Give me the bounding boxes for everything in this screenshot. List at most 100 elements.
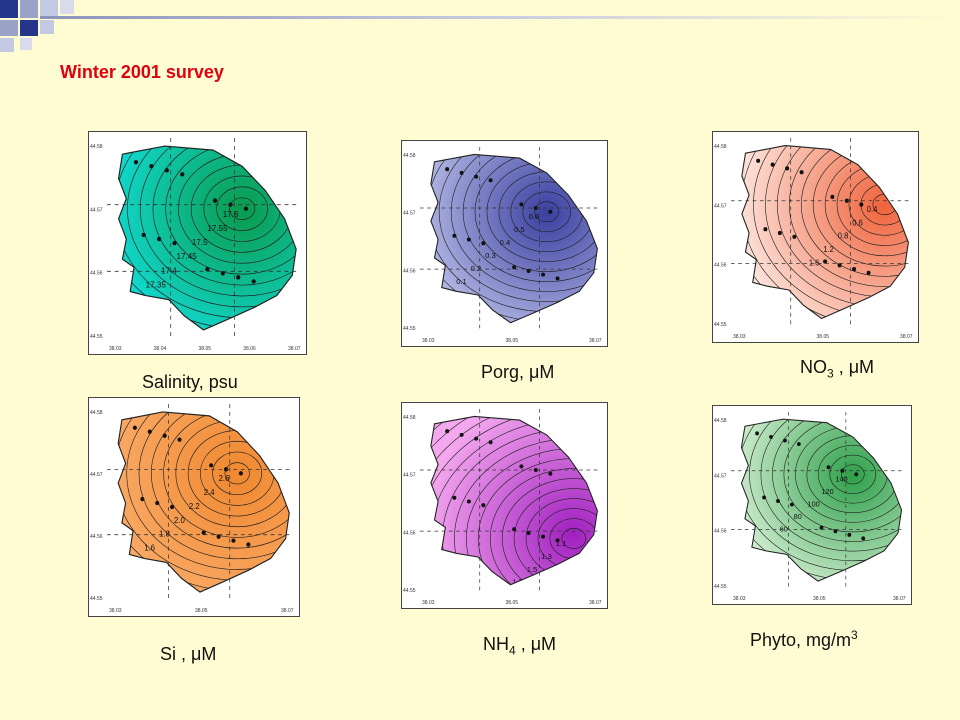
no3-map: 0.4 0.6 0.8 1.2 1.6 44.58 44.57 44.56 44.55 38.03… — [712, 131, 919, 343]
no3-contour-svg: 0.4 0.60.8 1.21.6 44.58 44.57 44.56 44.55 38.03… — [714, 138, 913, 340]
deco-square — [0, 38, 14, 52]
station-dot — [201, 530, 206, 535]
y-tick-label: 44.58 — [714, 418, 727, 424]
isoline-label: 17.3 — [130, 293, 146, 303]
y-tick-label: 44.57 — [403, 473, 416, 479]
station-dot — [783, 438, 787, 443]
station-dot — [755, 431, 760, 436]
station-dot — [452, 495, 457, 500]
station-dot — [164, 168, 169, 173]
isoline-label: 0.8 — [838, 232, 849, 241]
station-dot — [819, 525, 824, 530]
nh4-map: 1.1 1.31.5 1.71.9 2.1 44.58 44.57 44.56 44.55 38… — [401, 402, 608, 609]
station-dot — [155, 500, 160, 506]
deco-square — [0, 0, 18, 18]
isoline-label: 1.6 — [144, 543, 155, 552]
station-dot — [555, 276, 560, 281]
station-dot — [236, 275, 241, 280]
isoline-label: 0.2 — [471, 264, 482, 273]
x-tick-label: 38.07 — [589, 600, 602, 606]
y-tick-label: 44.58 — [403, 153, 416, 159]
station-dot — [512, 265, 517, 270]
station-dot — [823, 259, 828, 264]
y-tick-label: 44.55 — [714, 584, 727, 590]
station-dot — [785, 166, 790, 171]
deco-square — [0, 20, 18, 36]
si-contour-svg: 2.6 2.4 2.2 2.0 1.8 1.6 44.58 44.57 44.56 44.55 38… — [90, 404, 294, 614]
station-dot — [209, 463, 214, 468]
station-dot — [140, 496, 145, 502]
station-dot — [231, 538, 236, 543]
y-tick-label: 44.58 — [403, 415, 416, 421]
isoline-label: 2.1 — [483, 604, 494, 608]
station-dot — [216, 534, 221, 539]
y-tick-label: 44.58 — [90, 410, 103, 416]
station-dot — [833, 529, 838, 534]
station-dot — [488, 178, 493, 183]
y-tick-label: 44.56 — [714, 263, 727, 269]
station-dot — [770, 162, 775, 167]
y-tick-label: 44.57 — [714, 203, 727, 209]
station-dot — [481, 241, 486, 246]
y-tick-label: 44.56 — [90, 534, 103, 540]
station-dot — [205, 267, 210, 272]
x-tick-label: 38.03 — [422, 600, 435, 606]
isoline-label: 2.2 — [189, 502, 200, 511]
x-tick-label: 38.07 — [893, 596, 906, 602]
region-fill — [430, 415, 598, 586]
station-dot — [445, 429, 450, 434]
isoline-label: 17.55 — [207, 223, 228, 233]
isoline-label: 1.2 — [823, 245, 834, 254]
station-dot — [445, 167, 450, 172]
isoline-label: 1.7 — [512, 578, 523, 587]
station-dot — [466, 237, 471, 242]
y-tick-label: 44.57 — [90, 472, 103, 478]
station-dot — [133, 160, 139, 165]
station-dot — [789, 502, 794, 507]
station-dot — [776, 499, 780, 503]
nh4-contour-svg: 1.1 1.31.5 1.71.9 2.1 44.58 44.57 44.56 44.55 38… — [403, 409, 602, 608]
y-tick-label: 44.55 — [714, 322, 727, 328]
isoline-label: 0.4 — [867, 205, 878, 214]
y-tick-label: 44.55 — [403, 326, 416, 332]
station-dot — [854, 472, 859, 477]
station-dot — [147, 429, 152, 434]
y-tick-label: 44.57 — [90, 207, 103, 213]
y-tick-label: 44.57 — [714, 473, 727, 479]
y-tick-label: 44.58 — [90, 144, 103, 150]
x-tick-label: 38.05 — [506, 600, 519, 606]
station-dot — [519, 202, 524, 207]
station-dot — [541, 534, 546, 539]
deco-square — [60, 0, 74, 14]
y-tick-label: 44.56 — [90, 271, 103, 277]
y-tick-label: 44.55 — [403, 588, 416, 594]
station-dot — [459, 170, 464, 175]
station-dot — [526, 268, 531, 273]
station-dot — [488, 440, 493, 445]
station-dot — [238, 471, 243, 476]
station-dot — [246, 542, 251, 547]
deco-square — [20, 20, 38, 36]
isoline-label: 17.6 — [223, 209, 239, 219]
page-title: Winter 2001 survey — [60, 62, 224, 82]
station-dot — [847, 532, 852, 537]
isoline-label: 17.4 — [161, 265, 177, 275]
porg-caption: Porg, μM — [481, 362, 555, 382]
y-tick-label: 44.56 — [403, 530, 416, 536]
isoline-label: 1.5 — [527, 565, 538, 574]
station-dot — [170, 504, 175, 510]
region-fill — [117, 145, 297, 331]
isoline-label: 60 — [780, 524, 788, 533]
station-dot — [149, 164, 154, 169]
station-dot — [792, 234, 797, 239]
no3-caption: NO3 , μM — [800, 357, 875, 381]
station-dot — [533, 206, 538, 211]
station-dot — [452, 233, 457, 238]
isoline-label: 1.3 — [541, 552, 552, 561]
station-dot — [474, 174, 479, 179]
y-tick-label: 44.58 — [714, 144, 727, 150]
station-dot — [555, 538, 560, 543]
station-dot — [459, 432, 464, 437]
isoline-label: 0.1 — [456, 277, 467, 286]
